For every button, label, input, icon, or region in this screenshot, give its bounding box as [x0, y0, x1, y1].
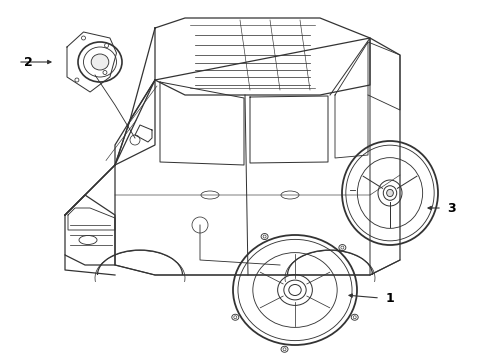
Circle shape	[233, 316, 236, 319]
Ellipse shape	[386, 189, 392, 197]
Text: 2: 2	[23, 55, 32, 68]
Text: 3: 3	[447, 202, 455, 215]
Circle shape	[352, 316, 355, 319]
Ellipse shape	[91, 54, 108, 70]
Ellipse shape	[81, 36, 85, 40]
Text: 1: 1	[385, 292, 393, 305]
Ellipse shape	[103, 71, 107, 75]
Circle shape	[340, 246, 343, 249]
Ellipse shape	[75, 78, 79, 82]
Circle shape	[283, 348, 285, 351]
Ellipse shape	[104, 44, 108, 48]
Circle shape	[263, 235, 265, 238]
